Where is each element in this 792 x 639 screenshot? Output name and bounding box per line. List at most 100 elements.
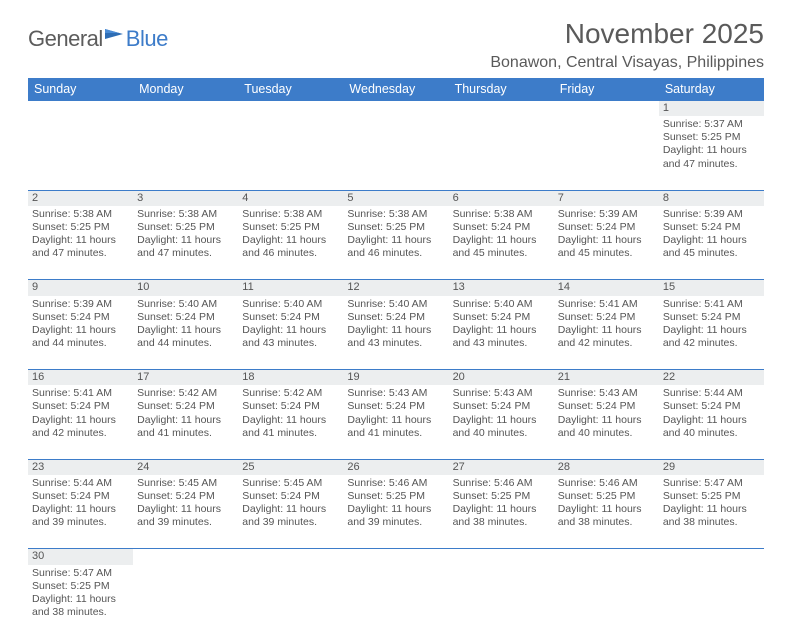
daylight-text: and 43 minutes.	[347, 337, 444, 350]
day-number-cell: 26	[343, 459, 448, 475]
daylight-text: Daylight: 11 hours	[32, 234, 129, 247]
sunrise-text: Sunrise: 5:38 AM	[137, 208, 234, 221]
day-number-cell: 30	[28, 549, 133, 565]
daylight-text: and 43 minutes.	[242, 337, 339, 350]
day-number-cell	[554, 101, 659, 117]
day-number-cell: 18	[238, 370, 343, 386]
weekday-header-row: SundayMondayTuesdayWednesdayThursdayFrid…	[28, 78, 764, 101]
day-number-cell: 23	[28, 459, 133, 475]
sunrise-text: Sunrise: 5:38 AM	[453, 208, 550, 221]
daylight-text: Daylight: 11 hours	[137, 234, 234, 247]
day-cell: Sunrise: 5:43 AMSunset: 5:24 PMDaylight:…	[554, 385, 659, 459]
day-number-cell: 6	[449, 190, 554, 206]
day-cell	[238, 565, 343, 639]
day-cell: Sunrise: 5:44 AMSunset: 5:24 PMDaylight:…	[28, 475, 133, 549]
day-cell: Sunrise: 5:39 AMSunset: 5:24 PMDaylight:…	[28, 296, 133, 370]
daylight-text: and 45 minutes.	[453, 247, 550, 260]
day-number-cell	[449, 101, 554, 117]
daylight-text: and 38 minutes.	[32, 606, 129, 619]
header: General Blue November 2025 Bonawon, Cent…	[28, 18, 764, 72]
daylight-text: Daylight: 11 hours	[347, 234, 444, 247]
logo-flag-icon	[105, 29, 125, 45]
logo-text-general: General	[28, 26, 103, 52]
daylight-text: and 40 minutes.	[663, 427, 760, 440]
daylight-text: and 44 minutes.	[137, 337, 234, 350]
day-details-row: Sunrise: 5:37 AMSunset: 5:25 PMDaylight:…	[28, 116, 764, 190]
weekday-header: Friday	[554, 78, 659, 101]
daylight-text: Daylight: 11 hours	[347, 324, 444, 337]
day-cell: Sunrise: 5:40 AMSunset: 5:24 PMDaylight:…	[449, 296, 554, 370]
sunrise-text: Sunrise: 5:44 AM	[663, 387, 760, 400]
day-cell: Sunrise: 5:38 AMSunset: 5:25 PMDaylight:…	[238, 206, 343, 280]
day-number-cell: 22	[659, 370, 764, 386]
day-number-cell: 13	[449, 280, 554, 296]
daylight-text: Daylight: 11 hours	[32, 593, 129, 606]
sunset-text: Sunset: 5:24 PM	[32, 400, 129, 413]
daylight-text: and 38 minutes.	[663, 516, 760, 529]
sunrise-text: Sunrise: 5:39 AM	[32, 298, 129, 311]
day-number-cell: 8	[659, 190, 764, 206]
sunrise-text: Sunrise: 5:44 AM	[32, 477, 129, 490]
day-cell: Sunrise: 5:38 AMSunset: 5:24 PMDaylight:…	[449, 206, 554, 280]
sunset-text: Sunset: 5:25 PM	[453, 490, 550, 503]
daylight-text: Daylight: 11 hours	[558, 414, 655, 427]
daylight-text: and 46 minutes.	[347, 247, 444, 260]
sunset-text: Sunset: 5:25 PM	[347, 490, 444, 503]
daylight-text: and 38 minutes.	[558, 516, 655, 529]
sunset-text: Sunset: 5:24 PM	[453, 221, 550, 234]
daylight-text: and 45 minutes.	[663, 247, 760, 260]
daylight-text: and 41 minutes.	[242, 427, 339, 440]
day-cell: Sunrise: 5:45 AMSunset: 5:24 PMDaylight:…	[133, 475, 238, 549]
logo-text-blue: Blue	[126, 26, 168, 52]
day-cell	[343, 116, 448, 190]
sunrise-text: Sunrise: 5:41 AM	[32, 387, 129, 400]
weekday-header: Monday	[133, 78, 238, 101]
day-number-cell: 3	[133, 190, 238, 206]
day-number-cell	[343, 549, 448, 565]
day-cell: Sunrise: 5:46 AMSunset: 5:25 PMDaylight:…	[449, 475, 554, 549]
sunrise-text: Sunrise: 5:43 AM	[558, 387, 655, 400]
day-number-row: 2345678	[28, 190, 764, 206]
sunrise-text: Sunrise: 5:46 AM	[558, 477, 655, 490]
sunset-text: Sunset: 5:24 PM	[663, 311, 760, 324]
sunrise-text: Sunrise: 5:38 AM	[347, 208, 444, 221]
day-cell: Sunrise: 5:42 AMSunset: 5:24 PMDaylight:…	[133, 385, 238, 459]
sunset-text: Sunset: 5:24 PM	[347, 400, 444, 413]
sunrise-text: Sunrise: 5:41 AM	[558, 298, 655, 311]
day-cell: Sunrise: 5:47 AMSunset: 5:25 PMDaylight:…	[28, 565, 133, 639]
day-cell	[659, 565, 764, 639]
daylight-text: Daylight: 11 hours	[558, 503, 655, 516]
sunrise-text: Sunrise: 5:42 AM	[137, 387, 234, 400]
day-number-cell	[449, 549, 554, 565]
daylight-text: Daylight: 11 hours	[453, 234, 550, 247]
sunset-text: Sunset: 5:25 PM	[32, 580, 129, 593]
daylight-text: and 47 minutes.	[137, 247, 234, 260]
daylight-text: Daylight: 11 hours	[663, 144, 760, 157]
sunrise-text: Sunrise: 5:45 AM	[137, 477, 234, 490]
sunset-text: Sunset: 5:24 PM	[663, 221, 760, 234]
day-number-cell: 5	[343, 190, 448, 206]
daylight-text: and 41 minutes.	[347, 427, 444, 440]
month-title: November 2025	[490, 18, 764, 50]
sunrise-text: Sunrise: 5:39 AM	[663, 208, 760, 221]
day-cell: Sunrise: 5:41 AMSunset: 5:24 PMDaylight:…	[554, 296, 659, 370]
sunset-text: Sunset: 5:24 PM	[558, 311, 655, 324]
day-cell: Sunrise: 5:38 AMSunset: 5:25 PMDaylight:…	[343, 206, 448, 280]
day-number-cell: 14	[554, 280, 659, 296]
daylight-text: Daylight: 11 hours	[32, 503, 129, 516]
day-number-cell: 29	[659, 459, 764, 475]
day-number-cell	[659, 549, 764, 565]
daylight-text: Daylight: 11 hours	[663, 324, 760, 337]
day-cell: Sunrise: 5:47 AMSunset: 5:25 PMDaylight:…	[659, 475, 764, 549]
sunrise-text: Sunrise: 5:40 AM	[347, 298, 444, 311]
daylight-text: Daylight: 11 hours	[137, 414, 234, 427]
sunrise-text: Sunrise: 5:47 AM	[663, 477, 760, 490]
day-cell: Sunrise: 5:43 AMSunset: 5:24 PMDaylight:…	[343, 385, 448, 459]
day-number-cell: 12	[343, 280, 448, 296]
sunrise-text: Sunrise: 5:43 AM	[347, 387, 444, 400]
day-cell	[133, 565, 238, 639]
sunrise-text: Sunrise: 5:40 AM	[137, 298, 234, 311]
daylight-text: Daylight: 11 hours	[347, 503, 444, 516]
day-cell: Sunrise: 5:45 AMSunset: 5:24 PMDaylight:…	[238, 475, 343, 549]
day-cell: Sunrise: 5:38 AMSunset: 5:25 PMDaylight:…	[28, 206, 133, 280]
